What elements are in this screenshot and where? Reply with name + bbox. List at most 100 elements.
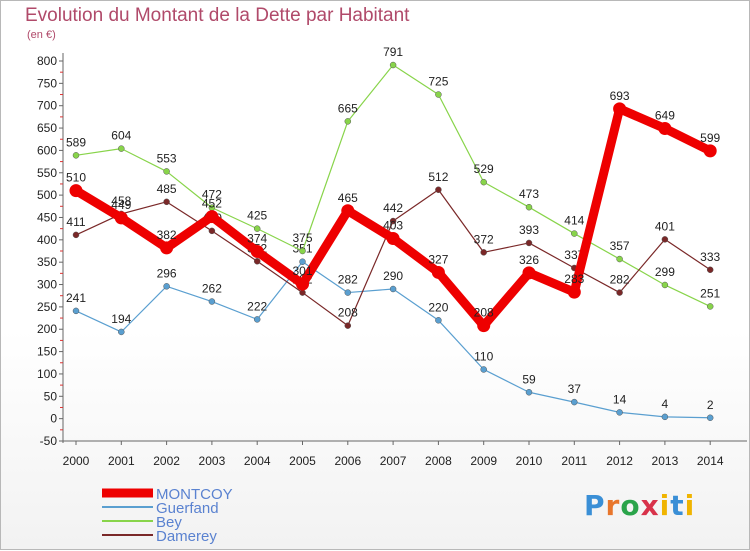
- data-label-bey: 553: [157, 151, 177, 165]
- data-point-bey: [706, 303, 714, 310]
- y-tick-label: 800: [37, 54, 57, 68]
- logo-letter: o: [620, 489, 641, 522]
- x-tick-label: 2009: [470, 454, 497, 468]
- data-point-bey: [616, 255, 623, 263]
- data-label-guerfand: 241: [66, 291, 86, 305]
- data-label-bey: 665: [338, 101, 358, 115]
- data-label-guerfand: 222: [247, 299, 267, 313]
- logo-letter: i: [659, 489, 671, 522]
- data-point-guerfand: [706, 414, 714, 422]
- y-tick-label: 150: [37, 345, 57, 359]
- data-label-montcoy: 649: [655, 109, 675, 123]
- data-point-guerfand: [480, 366, 487, 373]
- y-tick-label: 600: [37, 143, 57, 157]
- data-point-guerfand: [389, 285, 397, 293]
- data-label-guerfand: 110: [474, 349, 493, 363]
- data-point-bey: [389, 61, 397, 69]
- y-tick-label: 250: [37, 300, 57, 314]
- y-tick-label: 50: [44, 389, 58, 403]
- y-tick-label: 650: [37, 121, 57, 135]
- data-point-guerfand: [435, 317, 442, 324]
- data-point-guerfand: [72, 307, 80, 315]
- data-label-bey: 425: [247, 209, 267, 223]
- logo-letter: x: [640, 489, 660, 522]
- data-label-montcoy: 449: [111, 198, 131, 212]
- data-label-guerfand: 14: [613, 392, 627, 406]
- data-label-damerey: 372: [474, 232, 494, 246]
- data-point-guerfand: [525, 389, 533, 396]
- y-tick-label: 350: [37, 255, 57, 269]
- data-point-montcoy: [431, 265, 445, 279]
- data-point-damerey: [389, 217, 397, 225]
- data-point-bey: [118, 145, 125, 152]
- data-label-damerey: 401: [655, 219, 675, 233]
- data-point-bey: [435, 91, 442, 98]
- data-label-guerfand: 282: [338, 273, 358, 287]
- y-tick-label: 200: [37, 322, 57, 336]
- logo-letter: r: [605, 489, 621, 522]
- data-label-damerey: 512: [428, 170, 448, 184]
- x-tick-label: 2007: [380, 454, 407, 468]
- data-point-guerfand: [571, 398, 578, 406]
- data-label-damerey: 393: [519, 223, 539, 237]
- data-point-montcoy: [522, 266, 536, 280]
- data-point-montcoy: [69, 184, 83, 198]
- chart-title: Evolution du Montant de la Dette par Hab…: [25, 5, 410, 26]
- data-label-damerey: 458: [111, 194, 131, 208]
- y-tick-label: 550: [37, 166, 57, 180]
- x-tick-label: 2013: [652, 454, 679, 468]
- data-point-bey: [571, 230, 578, 237]
- data-label-damerey: 333: [700, 250, 720, 264]
- data-label-montcoy: 452: [202, 197, 222, 211]
- data-point-montcoy: [567, 285, 581, 299]
- data-point-bey: [344, 118, 352, 125]
- data-label-damerey: 282: [610, 273, 630, 287]
- data-point-montcoy: [703, 144, 717, 158]
- data-point-montcoy: [160, 241, 174, 255]
- data-point-montcoy: [658, 122, 672, 136]
- data-label-guerfand: 296: [157, 266, 177, 280]
- data-point-damerey: [208, 227, 216, 235]
- data-point-damerey: [344, 322, 352, 329]
- data-label-bey: 791: [383, 45, 403, 59]
- data-point-montcoy: [341, 204, 355, 218]
- x-tick-label: 2014: [697, 454, 724, 468]
- x-tick-label: 2010: [516, 454, 543, 468]
- data-point-damerey: [480, 249, 487, 256]
- data-point-guerfand: [661, 413, 669, 421]
- data-label-guerfand: 2: [707, 398, 714, 412]
- data-point-guerfand: [208, 298, 216, 305]
- logo-letter: i: [684, 489, 696, 522]
- x-tick-label: 2012: [606, 454, 633, 468]
- data-label-bey: 529: [474, 162, 494, 176]
- x-tick-label: 2004: [244, 454, 271, 468]
- data-label-damerey: 485: [157, 182, 177, 196]
- data-label-guerfand: 194: [111, 312, 131, 326]
- data-point-montcoy: [477, 319, 491, 333]
- data-label-damerey: 411: [66, 215, 85, 229]
- data-point-bey: [661, 281, 669, 289]
- data-label-bey: 725: [428, 75, 448, 89]
- y-tick-label: 700: [37, 99, 57, 113]
- data-label-bey: 589: [66, 135, 86, 149]
- data-label-guerfand: 37: [568, 382, 582, 396]
- data-point-damerey: [525, 239, 533, 247]
- data-point-montcoy: [296, 277, 309, 291]
- data-label-montcoy: 403: [383, 218, 403, 232]
- data-point-damerey: [661, 236, 669, 243]
- y-tick-label: 450: [37, 210, 57, 224]
- data-label-montcoy: 693: [610, 89, 630, 103]
- legend-label-guerfand: Guerfand: [156, 500, 219, 517]
- data-point-guerfand: [299, 258, 306, 265]
- data-point-bey: [72, 152, 80, 159]
- data-label-bey: 414: [564, 214, 584, 228]
- data-label-guerfand: 220: [428, 300, 448, 314]
- y-tick-label: 750: [37, 76, 57, 90]
- data-point-montcoy: [114, 211, 128, 225]
- data-point-damerey: [706, 266, 714, 274]
- data-label-bey: 472: [202, 188, 222, 202]
- y-tick-label: 300: [37, 278, 57, 292]
- data-label-guerfand: 59: [522, 372, 536, 386]
